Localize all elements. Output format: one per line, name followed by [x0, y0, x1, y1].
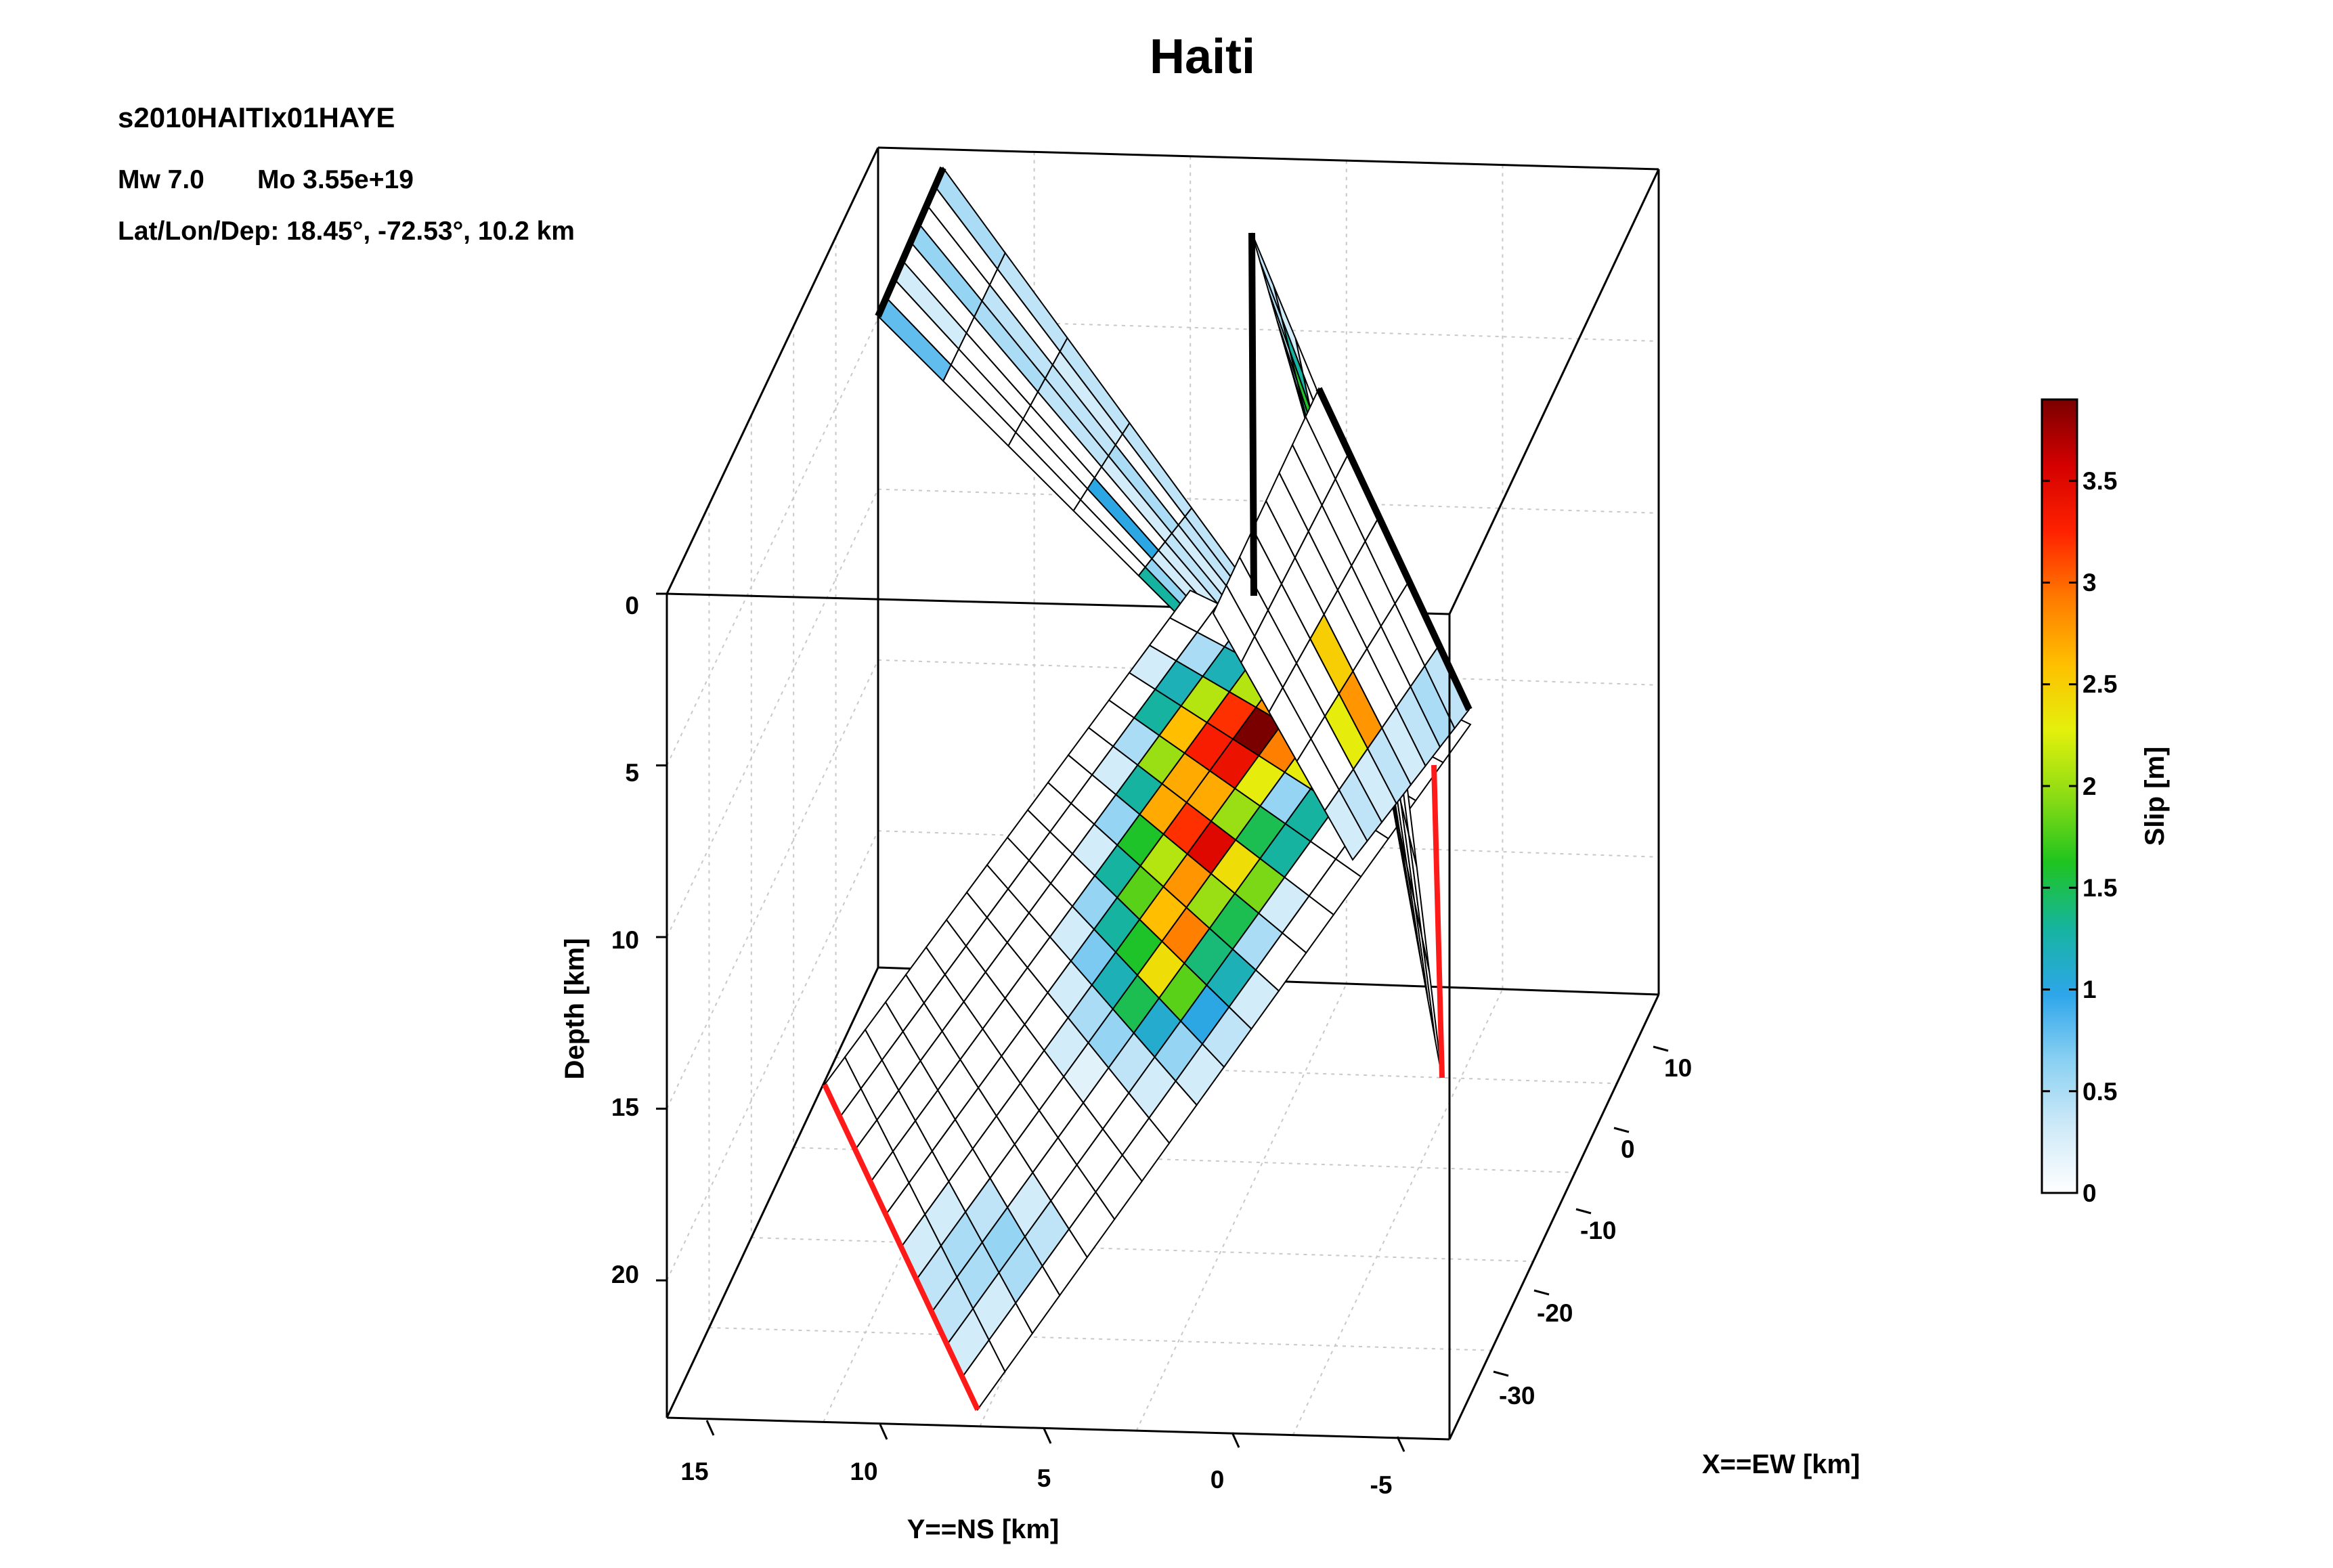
box-edge — [666, 967, 879, 1418]
colorbar-tick-label: 3.5 — [2083, 467, 2117, 495]
depth-axis-ticks: 0 5 10 15 20 — [611, 592, 639, 1288]
fault-traces — [822, 166, 1473, 1411]
slip-patch — [1324, 788, 1368, 861]
grid-line — [709, 1327, 1491, 1351]
grid-line — [1292, 988, 1504, 1436]
location-text: Lat/Lon/Dep: 18.45°, -72.53°, 10.2 km — [118, 217, 575, 246]
fault-segments — [823, 167, 1472, 1411]
grid-line — [1135, 983, 1347, 1431]
fault-top-trace — [1248, 232, 1257, 596]
box-edge — [666, 147, 879, 594]
colorbar-label: Slip [m] — [2140, 747, 2170, 846]
chart-title: Haiti — [1150, 30, 1255, 84]
fault-bottom-trace — [822, 1083, 980, 1411]
fault-top-trace — [875, 166, 946, 318]
ns-tick-label: 15 — [680, 1458, 708, 1485]
ns-tick-label: 0 — [1211, 1466, 1225, 1494]
depth-axis-label: Depth [km] — [560, 938, 590, 1080]
ns-axis-ticks: 15 10 5 0 -5 — [680, 1458, 1392, 1499]
colorbar: 0 0.5 1 1.5 2 2.5 3 3.5 Slip [m] — [2041, 398, 2170, 1207]
event-id: s2010HAITIx01HAYE — [118, 102, 395, 133]
colorbar-tick-label: 1 — [2083, 976, 2097, 1003]
fault-segment — [1212, 387, 1470, 861]
colorbar-tick-label: 3 — [2083, 569, 2097, 596]
ns-tick — [1396, 1436, 1405, 1452]
ew-tick — [1613, 1127, 1630, 1133]
colorbar-tick-label: 0 — [2083, 1179, 2097, 1207]
box-edge — [666, 1416, 1450, 1441]
depth-tick-label: 15 — [611, 1093, 639, 1121]
ns-tick-label: 10 — [850, 1458, 877, 1485]
ew-tick — [1575, 1208, 1592, 1215]
ns-tick — [1231, 1432, 1240, 1448]
ns-tick — [705, 1420, 715, 1436]
ew-tick-label: 10 — [1664, 1054, 1692, 1082]
ns-tick — [1043, 1428, 1052, 1444]
box-edge — [1448, 169, 1660, 615]
colorbar-gradient — [2041, 398, 2078, 1194]
grid-line — [666, 318, 879, 766]
ns-axis-label: Y==NS [km] — [907, 1515, 1060, 1544]
ew-axis-ticks: 10 0 -10 -20 -30 — [1499, 1054, 1692, 1410]
grid-line — [751, 1237, 1533, 1263]
ns-tick-label: -5 — [1370, 1471, 1393, 1499]
fault-bottom-trace — [1431, 764, 1445, 1079]
ew-tick — [1493, 1370, 1509, 1377]
grid-line — [823, 972, 1035, 1422]
grid-line — [666, 659, 879, 1110]
colorbar-tick-label: 2 — [2083, 772, 2097, 800]
colorbar-tick-label: 2.5 — [2083, 670, 2117, 698]
fault-segment — [877, 167, 1255, 642]
colorbar-tick-label: 1.5 — [2083, 874, 2117, 902]
depth-tick-label: 0 — [625, 592, 639, 619]
depth-tick-label: 5 — [625, 759, 639, 787]
ew-tick-label: -30 — [1499, 1382, 1535, 1410]
ew-tick — [1533, 1289, 1550, 1296]
ew-tick-label: 0 — [1621, 1135, 1635, 1163]
ew-tick — [1653, 1045, 1669, 1052]
box-edge — [1448, 994, 1660, 1440]
ns-tick — [879, 1424, 888, 1440]
magnitude-text: Mw 7.0 — [118, 165, 204, 194]
ew-tick-label: -20 — [1537, 1299, 1573, 1327]
box-edge — [877, 146, 1659, 171]
depth-tick-label: 10 — [611, 926, 639, 954]
fault-top-trace — [1315, 387, 1473, 712]
ew-axis-label: X==EW [km] — [1702, 1450, 1860, 1479]
moment-text: Mo 3.55e+19 — [257, 165, 414, 194]
grid-line — [666, 489, 879, 938]
colorbar-ticks — [2042, 479, 2077, 1194]
axis-box-front — [656, 169, 1669, 1452]
ns-tick-label: 5 — [1037, 1464, 1051, 1492]
depth-tick-label: 20 — [611, 1261, 639, 1288]
grid-line — [666, 830, 879, 1281]
ew-tick-label: -10 — [1580, 1217, 1616, 1244]
colorbar-tick-label: 0.5 — [2083, 1078, 2117, 1106]
